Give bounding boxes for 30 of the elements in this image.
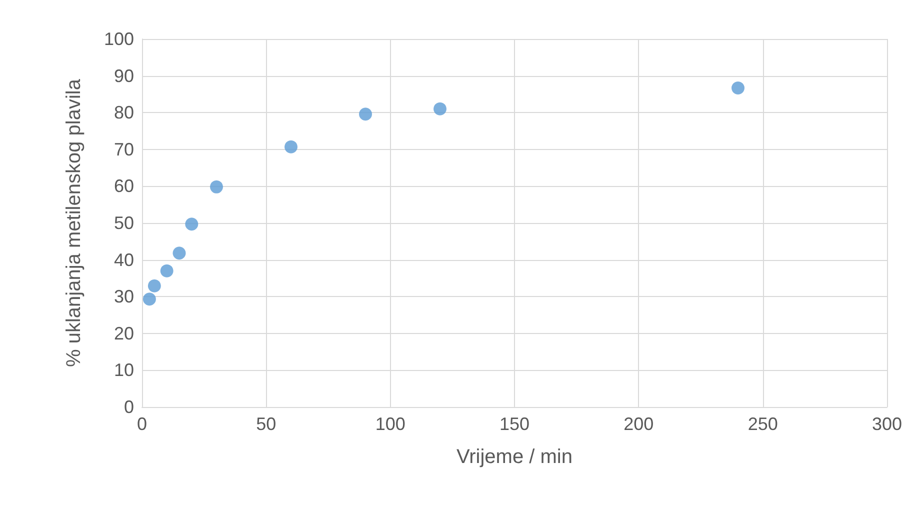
y-tick-label: 20 <box>114 323 134 344</box>
x-tick-label: 150 <box>499 414 530 434</box>
y-axis-title: % uklanjanja metilenskog plavila <box>63 78 85 367</box>
point <box>732 81 744 94</box>
x-tick-label: 100 <box>375 414 406 434</box>
x-tick-label: 0 <box>136 414 148 434</box>
point <box>185 218 198 231</box>
y-tick-label: 0 <box>124 397 134 417</box>
x-axis-title: Vrijeme / min <box>456 446 572 468</box>
y-tick-label: 70 <box>114 139 134 160</box>
point <box>210 180 223 194</box>
y-tick-label: 60 <box>114 176 134 196</box>
y-tick-label: 100 <box>104 29 134 49</box>
point <box>434 102 446 116</box>
point <box>160 264 174 278</box>
y-tick-label: 50 <box>114 213 134 233</box>
point <box>284 140 298 154</box>
point <box>359 108 372 121</box>
y-tick-label: 40 <box>114 250 134 270</box>
y-tick-label: 80 <box>114 102 134 123</box>
x-tick-label: 50 <box>256 414 276 434</box>
point <box>148 279 161 292</box>
x-tick-label: 200 <box>624 414 654 434</box>
point <box>142 292 156 306</box>
y-tick-label: 30 <box>114 286 134 307</box>
y-tick-label: 10 <box>114 360 134 380</box>
y-tick-label: 90 <box>114 66 134 86</box>
x-tick-label: 300 <box>872 414 902 434</box>
point <box>172 246 186 260</box>
x-tick-label: 250 <box>748 414 778 434</box>
